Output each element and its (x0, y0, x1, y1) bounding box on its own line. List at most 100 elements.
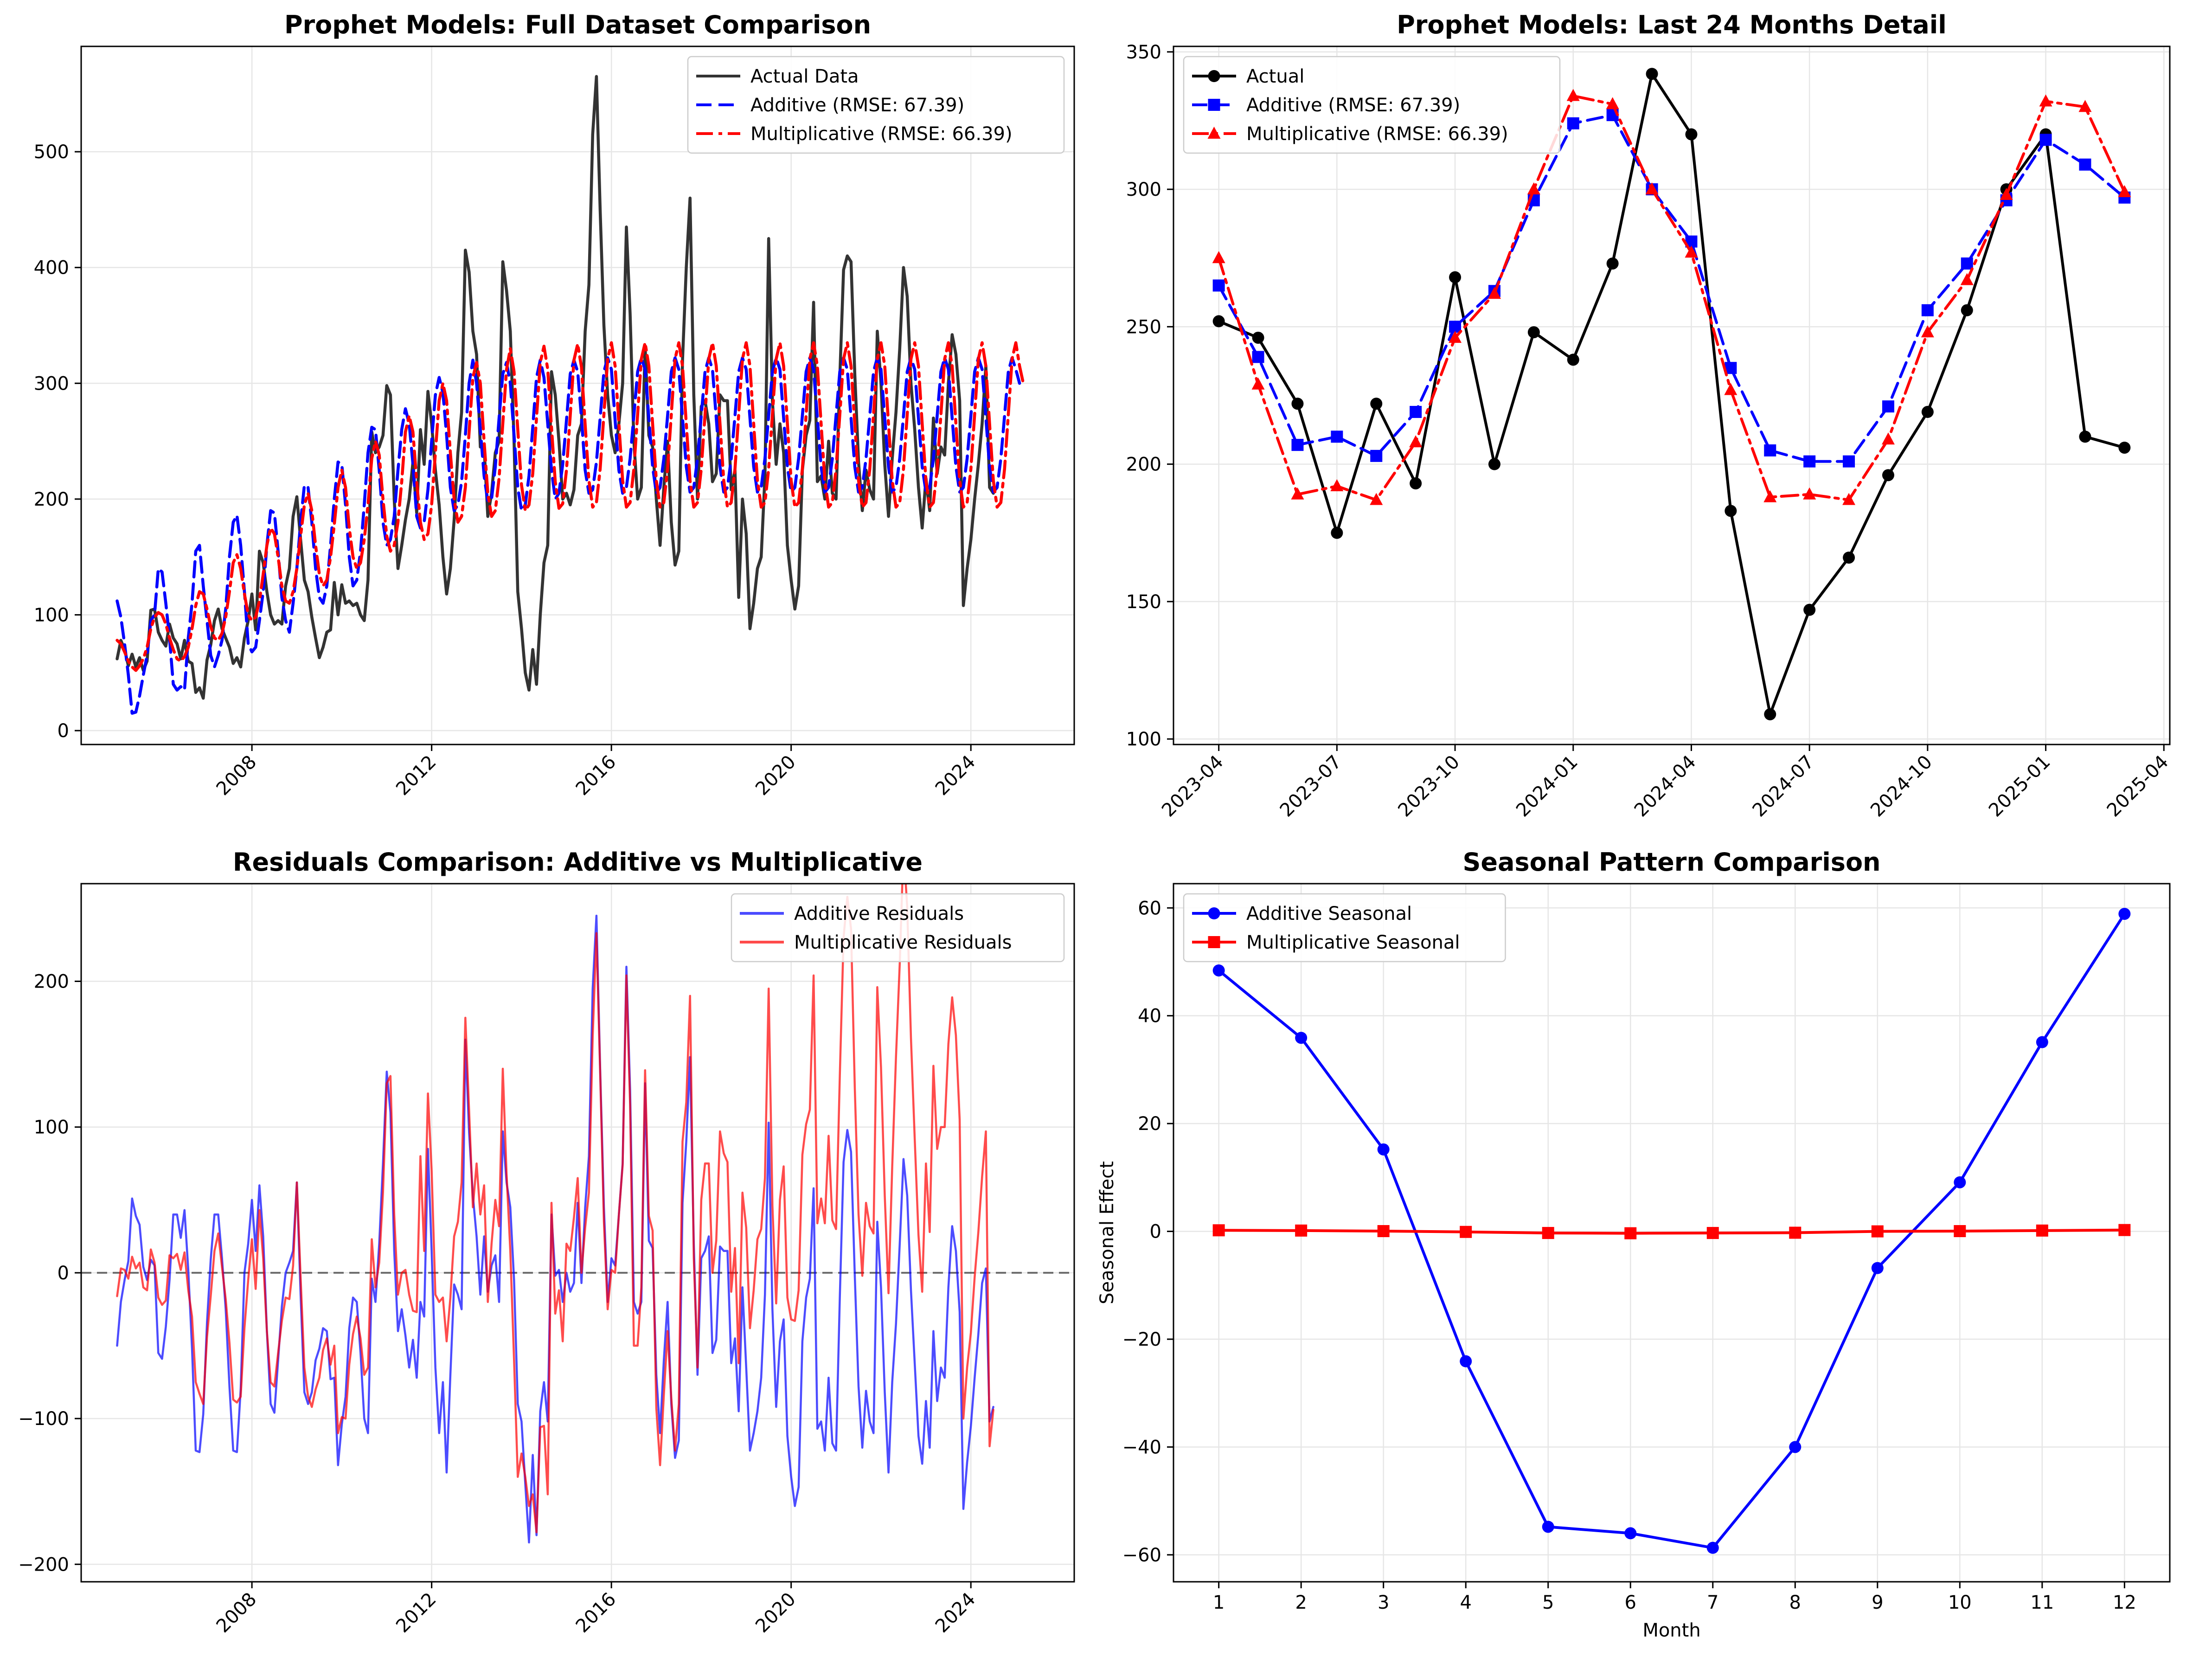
data-point (1706, 1541, 1719, 1554)
data-point (2118, 1224, 2131, 1236)
data-point (1843, 552, 1855, 564)
series-line-3 (115, 341, 1025, 672)
x-tick-label: 7 (1707, 1592, 1718, 1613)
y-tick-label: −200 (18, 1554, 69, 1575)
x-tick-label: 5 (1542, 1592, 1554, 1613)
legend-label: Additive (RMSE: 67.39) (1246, 95, 1460, 116)
legend-label: Multiplicative (RMSE: 66.39) (1246, 123, 1508, 145)
data-point (1803, 603, 1816, 616)
chart-title: Prophet Models: Last 24 Months Detail (1397, 10, 1947, 39)
y-tick-label: 40 (1138, 1006, 1161, 1027)
legend-marker (1208, 99, 1220, 111)
data-point (1566, 89, 1580, 101)
data-point (1542, 1227, 1554, 1239)
data-point (1645, 182, 1659, 195)
x-tick-label: 4 (1460, 1592, 1471, 1613)
data-point (1488, 458, 1500, 470)
data-point (1331, 526, 1343, 539)
y-tick-label: 0 (58, 1263, 69, 1284)
y-tick-label: 0 (58, 720, 69, 742)
data-point (1921, 304, 1934, 316)
legend: Additive Residuals Multiplicative Residua… (731, 893, 1065, 963)
data-point (1527, 326, 1540, 339)
x-tick-label: 2 (1295, 1592, 1307, 1613)
data-point (1449, 321, 1462, 333)
data-point (1410, 477, 1422, 490)
data-point (1961, 304, 1973, 316)
data-point (1724, 383, 1738, 395)
series-line-2 (1217, 114, 2126, 463)
data-point (1843, 455, 1855, 468)
data-point (1624, 1227, 1637, 1239)
data-point (1881, 432, 1895, 445)
data-point (1960, 273, 1974, 285)
data-point (1763, 490, 1777, 502)
legend: Actual Data Additive (RMSE: 67.39) Multipl… (687, 56, 1065, 154)
data-point (1460, 1226, 1472, 1238)
chart-panel-4: 1 2 3 4 5 6 7 8 9 10 11 12−60−40−200204060Seasonal … (1096, 847, 2171, 1641)
data-point (1789, 1226, 1802, 1239)
data-point (1212, 964, 1225, 977)
y-tick-label: 200 (1126, 454, 1161, 475)
data-point (1954, 1176, 1966, 1188)
data-point (1295, 1224, 1308, 1237)
x-tick-label: 1 (1213, 1592, 1225, 1613)
plot-frame (80, 45, 1075, 745)
x-tick-label: 12 (2113, 1592, 2136, 1613)
y-tick-label: 350 (1126, 42, 1161, 63)
x-axis-label: Month (1642, 1620, 1700, 1641)
y-tick-label: 150 (1126, 591, 1161, 613)
legend-label: Multiplicative (RMSE: 66.39) (750, 123, 1013, 145)
data-point (1487, 287, 1501, 299)
data-point (1212, 315, 1225, 327)
data-point (1370, 449, 1383, 462)
series-line-1 (1217, 72, 2126, 716)
legend-marker (1208, 70, 1220, 82)
legend-marker (1208, 907, 1220, 919)
y-tick-label: 100 (1126, 729, 1161, 750)
y-tick-label: 100 (34, 1117, 69, 1138)
plot-area (1212, 908, 2131, 1554)
data-point (1252, 351, 1264, 363)
series-line-1 (1217, 912, 2126, 1549)
legend: Actual Additive (RMSE: 67.39) Multiplicati… (1183, 56, 1561, 154)
data-point (1370, 493, 1383, 505)
y-tick-label: 0 (1150, 1221, 1161, 1243)
legend-box (731, 893, 1065, 963)
data-point (2118, 908, 2131, 920)
data-point (1291, 487, 1304, 500)
plot-frame (80, 883, 1075, 1583)
legend-marker (1207, 127, 1221, 139)
legend-label: Actual Data (750, 66, 859, 87)
data-point (1685, 245, 1698, 258)
data-point (2079, 430, 2091, 443)
data-point (1961, 257, 1973, 270)
data-point (1803, 487, 1816, 500)
y-tick-label: 250 (1126, 316, 1161, 338)
plot-frame (1173, 883, 2171, 1583)
data-point (1542, 1521, 1554, 1533)
x-tick-label: 11 (2030, 1592, 2054, 1613)
series-line-1 (116, 914, 994, 1544)
data-point (1377, 1225, 1390, 1238)
data-point (1954, 1225, 1966, 1238)
data-point (1882, 469, 1894, 481)
data-point (1252, 332, 1264, 344)
y-tick-label: 60 (1138, 898, 1161, 919)
plot-frame (1173, 45, 2171, 745)
chart-title: Prophet Models: Full Dataset Comparison (284, 10, 871, 39)
legend-label: Multiplicative Residuals (794, 932, 1012, 953)
y-tick-label: 500 (34, 141, 69, 163)
legend-label: Actual (1246, 66, 1304, 87)
y-tick-label: −40 (1122, 1437, 1161, 1458)
data-point (1789, 1441, 1802, 1453)
data-point (2039, 94, 2052, 107)
y-tick-label: 400 (34, 257, 69, 279)
x-tick-label: 10 (1948, 1592, 1972, 1613)
data-point (1921, 325, 1934, 338)
data-point (1921, 406, 1934, 418)
x-tick-label: 9 (1872, 1592, 1883, 1613)
data-point (2118, 442, 2131, 454)
data-point (1212, 1224, 1225, 1237)
